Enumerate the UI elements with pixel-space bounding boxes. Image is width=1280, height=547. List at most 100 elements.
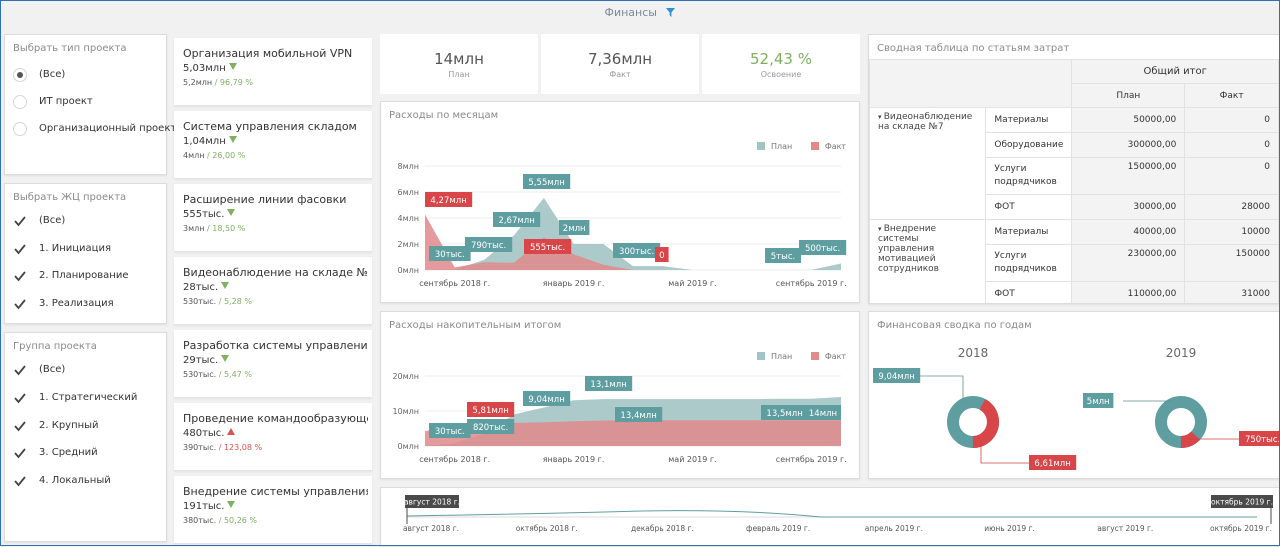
- table-row: Услуги подрядчиков 150000,00 0: [870, 157, 1279, 195]
- data-label: 5,81млн: [472, 406, 508, 416]
- group-cell[interactable]: ▾ Внедрение системы управления мотивацие…: [869, 219, 987, 303]
- panel-title: Финансовая сводка по годам: [877, 320, 1032, 331]
- project-plan: 390тыс. / 123,08 %: [183, 443, 262, 452]
- data-label: 5,55млн: [528, 178, 564, 188]
- data-label: 30тыс.: [435, 250, 465, 260]
- option-label: 4. Локальный: [39, 475, 111, 486]
- data-label: 0: [659, 251, 664, 261]
- percent-value: 96,79 %: [219, 78, 253, 87]
- project-type-filter: Выбрать тип проекта (Все) ИТ проект Орга…: [4, 34, 176, 175]
- data-label: 13,5млн: [766, 409, 802, 419]
- separator: /: [216, 443, 224, 452]
- timeline-tick-label: июнь 2019 г.: [984, 524, 1035, 533]
- radio-button[interactable]: [13, 95, 27, 109]
- project-card[interactable]: Расширение линии фасовки 555тыс. 3млн / …: [174, 184, 372, 252]
- filter-title: Выбрать тип проекта: [13, 43, 127, 54]
- project-card[interactable]: Видеонаблюдение на складе №7 28тыс. 530т…: [174, 257, 372, 325]
- plan-value: 3млн: [183, 224, 205, 233]
- kpi-value: 14млн: [434, 50, 484, 68]
- data-label: 5млн: [1087, 397, 1110, 407]
- project-card[interactable]: Организация мобильной VPN 5,03млн 5,2млн…: [174, 38, 372, 106]
- data-label-box: [524, 239, 572, 254]
- leader-line: [1123, 400, 1172, 402]
- filter-title: Выбрать ЖЦ проекта: [13, 192, 127, 203]
- kpi-progress: 52,43 % Освоение: [702, 34, 860, 94]
- timeline-tick-label: октябрь 2019 г.: [1210, 524, 1272, 533]
- data-label-box: [1029, 455, 1077, 470]
- project-card[interactable]: Система управления складом 1,04млн 4млн …: [174, 111, 372, 179]
- dashboard-title: Финансы: [0, 6, 1280, 19]
- y-tick-label: 0млн: [398, 442, 419, 451]
- legend-swatch-plan: [757, 142, 765, 150]
- fact-value: 191тыс.: [183, 501, 225, 512]
- data-label-box: [523, 174, 571, 189]
- yearly-donuts: 2018 9,04млн 6,61млн 2019 5млн 750тыс.: [873, 346, 1280, 470]
- trend-down-icon: [228, 136, 237, 143]
- group-name: Видеонаблюдение на складе №7: [878, 112, 973, 132]
- plan-value: 4млн: [183, 151, 205, 160]
- data-label: 6,61млн: [1034, 459, 1070, 469]
- group-cell[interactable]: ▾ Видеонаблюдение на складе №7: [869, 107, 987, 220]
- checkbox-checked-icon[interactable]: [13, 474, 27, 488]
- collapse-icon[interactable]: ▾: [878, 225, 884, 233]
- fact-area: [425, 214, 841, 270]
- data-label-box: [493, 212, 541, 227]
- table-row: Услуги подрядчиков 230000,00 150000: [870, 244, 1279, 282]
- data-label-box: [655, 247, 669, 262]
- plan-cell: 110000,00: [1071, 281, 1186, 303]
- percent-value: 5,28 %: [223, 297, 252, 306]
- table-row: ▾ Видеонаблюдение на складе №7 Материалы…: [869, 107, 1279, 220]
- data-label: 2,67млн: [498, 216, 534, 226]
- option-label: 2. Планирование: [39, 270, 129, 281]
- trend-down-icon: [228, 63, 237, 70]
- project-plan: 380тыс. / 50,26 %: [183, 516, 257, 525]
- checkbox-checked-icon[interactable]: [13, 214, 27, 228]
- y-tick-label: 0млн: [398, 266, 419, 275]
- legend-plan: План: [771, 352, 793, 361]
- legend-fact: Факт: [824, 142, 847, 151]
- fact-value: 28тыс.: [183, 282, 219, 293]
- item-cell: Оборудование: [985, 132, 1073, 158]
- kpi-value: 52,43 %: [750, 50, 812, 68]
- x-tick-label: январь 2019 г.: [543, 279, 605, 288]
- fact-cell: 10000: [1184, 219, 1279, 245]
- data-label-box: [523, 391, 571, 406]
- checkbox-checked-icon[interactable]: [13, 269, 27, 283]
- timeline-range-selector[interactable]: август 2018 г. октябрь 2018 г. декабрь 201…: [380, 487, 1280, 546]
- checkbox-checked-icon[interactable]: [13, 391, 27, 405]
- checkbox-checked-icon[interactable]: [13, 419, 27, 433]
- plan-value: 380тыс.: [183, 516, 217, 525]
- year-label: 2019: [1166, 346, 1197, 360]
- data-label-box: [467, 402, 515, 417]
- data-label: 2млн: [563, 224, 586, 234]
- radio-button[interactable]: [13, 122, 27, 136]
- project-card[interactable]: Внедрение системы управления мо... 191ты…: [174, 476, 372, 544]
- checkbox-checked-icon[interactable]: [13, 242, 27, 256]
- project-card[interactable]: Проведение командообразующего ... 480тыс…: [174, 403, 372, 471]
- separator: /: [204, 151, 213, 160]
- filter-icon[interactable]: [666, 8, 676, 17]
- plan-cell: 40000,00: [1071, 219, 1186, 245]
- plan-value: 530тыс.: [183, 370, 217, 379]
- data-label-box: [805, 405, 841, 420]
- collapse-icon[interactable]: ▾: [878, 113, 884, 121]
- data-label: 750тыс.: [1245, 435, 1280, 445]
- option-label: (Все): [39, 69, 66, 80]
- data-label-box: [559, 220, 590, 235]
- fact-value: 1,04млн: [183, 136, 226, 147]
- checkbox-checked-icon[interactable]: [13, 446, 27, 460]
- fact-value: 480тыс.: [183, 428, 225, 439]
- timeline-plot[interactable]: август 2018 г. октябрь 2018 г. декабрь 201…: [381, 488, 1280, 547]
- percent-value: 26,00 %: [212, 151, 246, 160]
- checkbox-checked-icon[interactable]: [13, 297, 27, 311]
- project-plan: 3млн / 18,50 %: [183, 224, 245, 233]
- project-card[interactable]: Разработка системы управления и ... 29ты…: [174, 330, 372, 398]
- checkbox-checked-icon[interactable]: [13, 363, 27, 377]
- kpi-plan: 14млн План: [380, 34, 538, 94]
- plan-cell: 230000,00: [1071, 244, 1186, 282]
- trend-down-icon: [227, 209, 236, 216]
- radio-button[interactable]: [13, 68, 27, 82]
- table-row: ФОТ 30000,00 28000: [870, 194, 1279, 220]
- x-tick-label: январь 2019 г.: [543, 455, 605, 464]
- y-tick-label: 10млн: [392, 407, 419, 416]
